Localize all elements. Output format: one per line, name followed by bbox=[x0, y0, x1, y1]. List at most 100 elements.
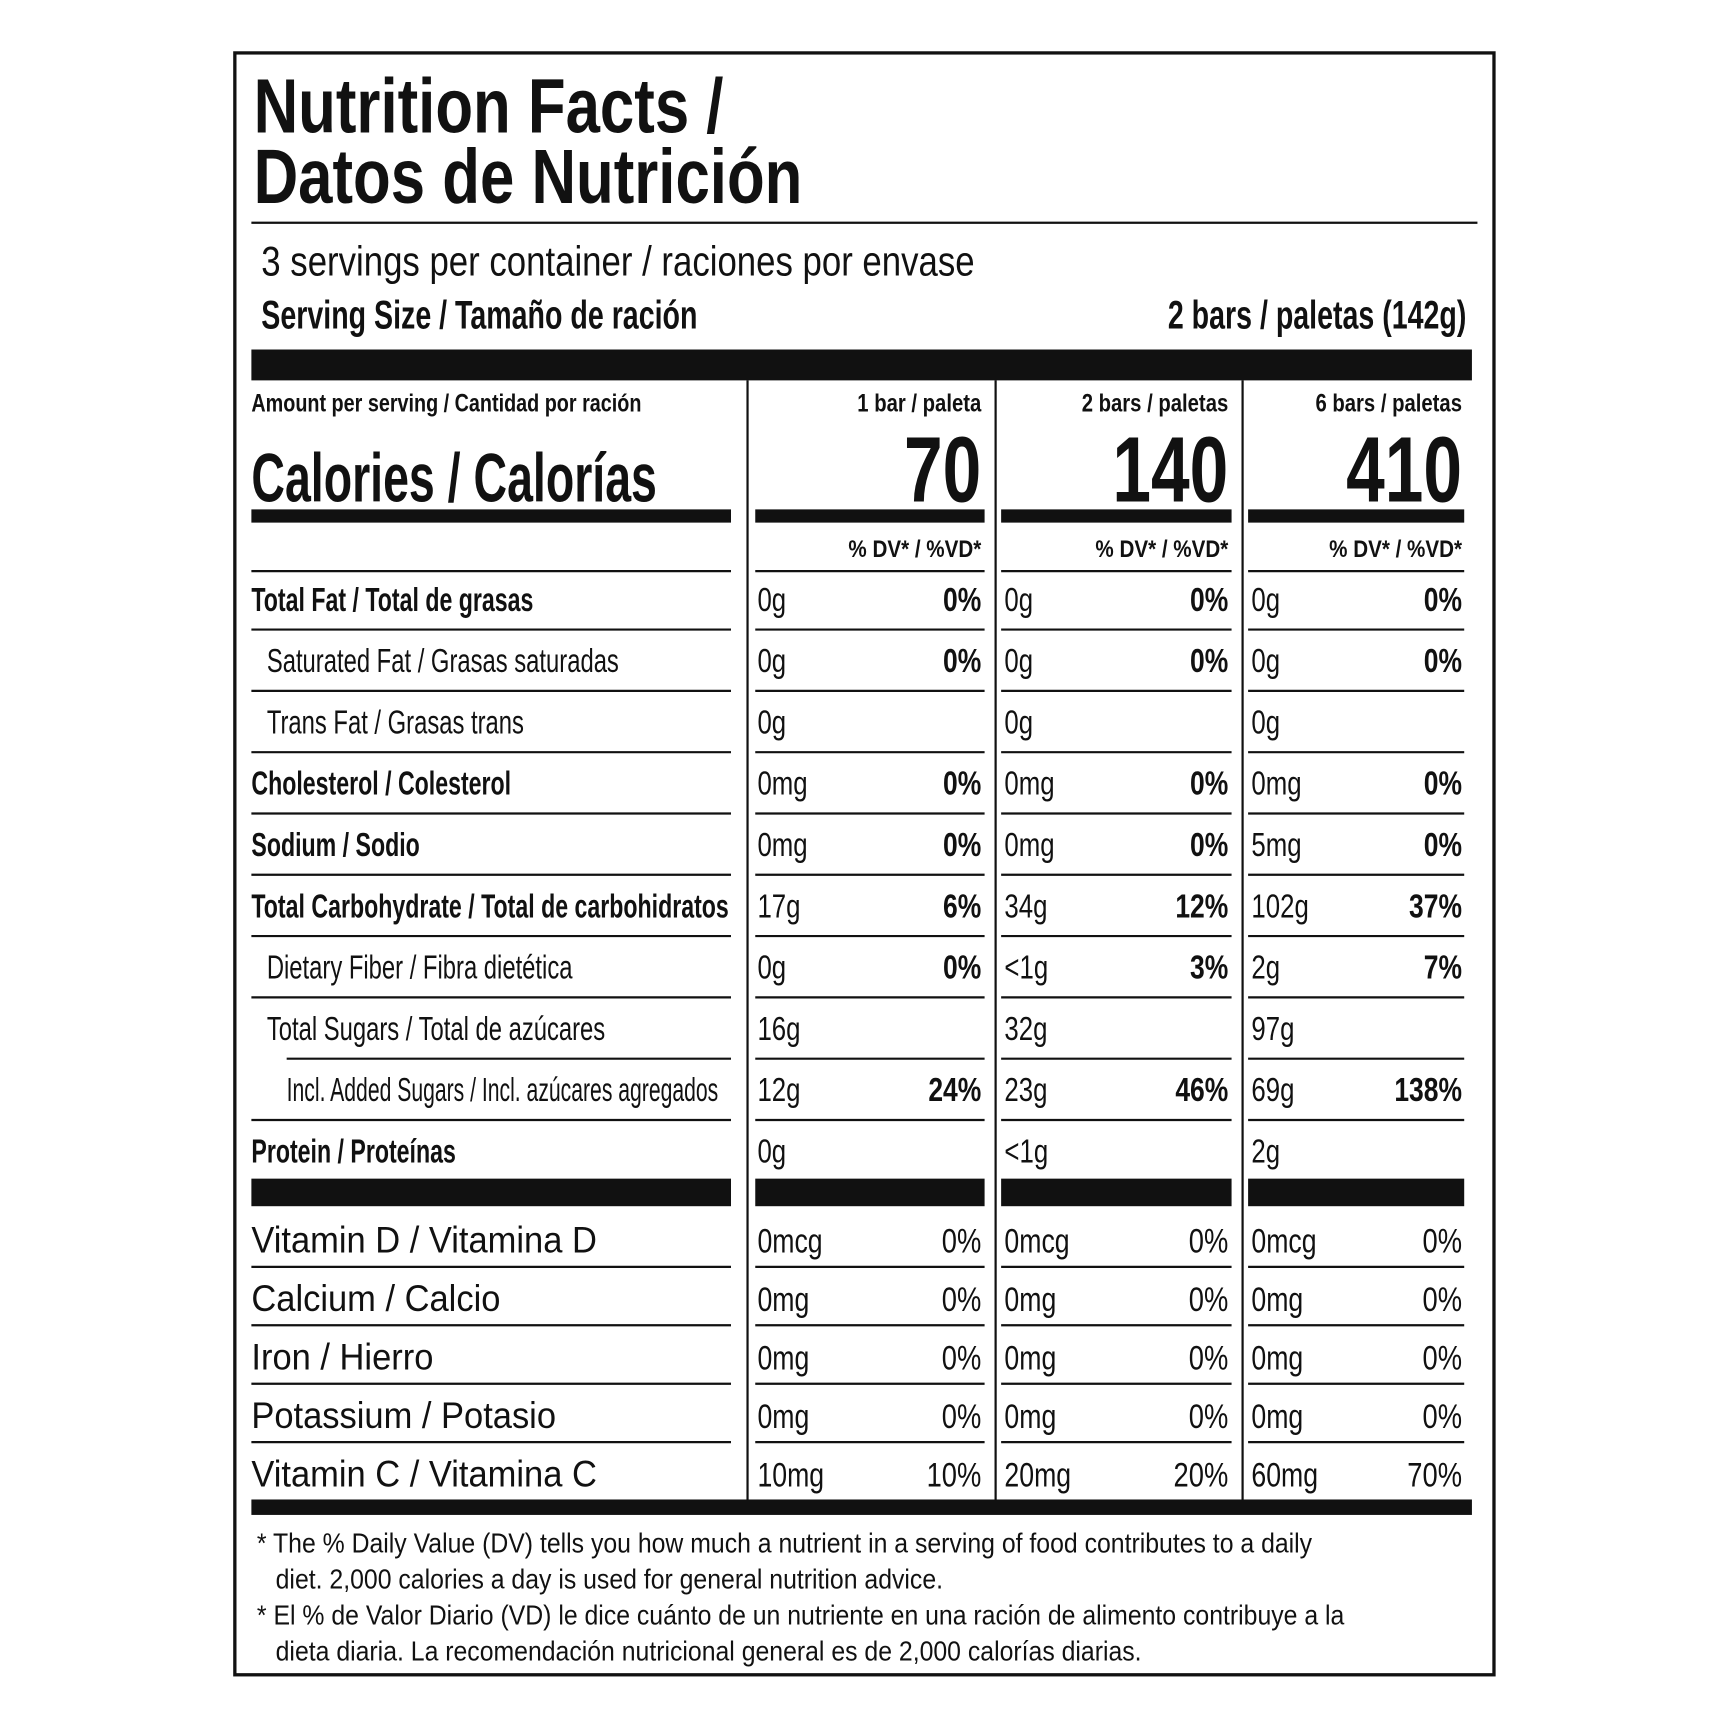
label-border bbox=[233, 51, 1496, 1677]
thick-bar bbox=[755, 1178, 985, 1207]
thick-bar bbox=[251, 349, 1472, 381]
column-header: 6 bars / paletas bbox=[1315, 388, 1462, 417]
nutrient-amount: 34g bbox=[1004, 888, 1047, 925]
vitamin-amount: 0mcg bbox=[1004, 1222, 1069, 1260]
vitamin-amount: 0mg bbox=[757, 1281, 809, 1319]
vitamin-amount: 0mcg bbox=[1251, 1222, 1316, 1260]
calories-label: Calories / Calorías bbox=[251, 441, 657, 517]
calories-value: 410 bbox=[1346, 419, 1462, 522]
nutrient-amount: 0g bbox=[757, 643, 786, 680]
nutrient-amount: 69g bbox=[1251, 1072, 1294, 1109]
vitamin-name: Potassium / Potasio bbox=[251, 1393, 556, 1436]
nutrient-amount: 2g bbox=[1251, 950, 1280, 987]
nutrient-amount: 0mg bbox=[1004, 766, 1054, 803]
nutrient-dv: 0% bbox=[943, 766, 981, 802]
thick-bar bbox=[251, 1178, 731, 1207]
nutrient-name: Total Sugars / Total de azúcares bbox=[267, 1011, 605, 1048]
nutrient-amount: 0g bbox=[757, 582, 786, 619]
calories-value: 140 bbox=[1112, 419, 1228, 522]
footnote: * The % Daily Value (DV) tells you how m… bbox=[257, 1527, 1313, 1559]
thick-bar bbox=[1001, 509, 1232, 523]
footnote: dieta diaria. La recomendación nutricion… bbox=[276, 1635, 1142, 1667]
nutrient-dv: 0% bbox=[943, 643, 981, 679]
thick-bar bbox=[1001, 1178, 1232, 1207]
vitamin-name: Vitamin D / Vitamina D bbox=[251, 1218, 596, 1261]
thick-bar bbox=[251, 1499, 1472, 1515]
nutrient-dv: 3% bbox=[1190, 950, 1228, 986]
nutrient-amount: 0g bbox=[757, 704, 786, 741]
nutrient-amount: <1g bbox=[1004, 1134, 1048, 1171]
nutrient-name: Saturated Fat / Grasas saturadas bbox=[267, 643, 619, 680]
nutrient-amount: 0mg bbox=[757, 827, 807, 864]
vitamin-name: Iron / Hierro bbox=[251, 1335, 433, 1378]
nutrient-name: Total Fat / Total de grasas bbox=[251, 582, 533, 619]
nutrient-dv: 0% bbox=[1424, 582, 1462, 618]
vitamin-amount: 0mg bbox=[757, 1339, 809, 1377]
nutrient-name: Incl. Added Sugars / Incl. azúcares agre… bbox=[287, 1071, 719, 1108]
vitamin-amount: 10mg bbox=[757, 1456, 824, 1494]
nutrient-name: Dietary Fiber / Fibra dietética bbox=[267, 950, 573, 987]
nutrient-name: Trans Fat / Grasas trans bbox=[267, 705, 524, 742]
nutrient-amount: 0g bbox=[757, 950, 786, 987]
vitamin-amount: 0mg bbox=[1251, 1281, 1303, 1319]
nutrient-amount: 23g bbox=[1004, 1072, 1047, 1109]
nutrient-dv: 0% bbox=[943, 582, 981, 618]
nutrient-dv: 0% bbox=[943, 827, 981, 863]
nutrient-dv: 0% bbox=[1190, 643, 1228, 679]
nutrient-dv: 0% bbox=[1190, 827, 1228, 863]
nutrient-dv: 24% bbox=[928, 1073, 981, 1109]
vitamin-dv: 0% bbox=[1422, 1222, 1462, 1261]
serving-size-value: 2 bars / paletas (142g) bbox=[1168, 294, 1467, 338]
thick-bar bbox=[1248, 1178, 1465, 1207]
nutrient-name: Sodium / Sodio bbox=[251, 827, 419, 864]
thick-bar bbox=[1248, 509, 1465, 523]
thick-bar bbox=[251, 509, 731, 523]
vitamin-amount: 20mg bbox=[1004, 1456, 1071, 1494]
nutrient-amount: 0g bbox=[1004, 582, 1033, 619]
nutrient-amount: 5mg bbox=[1251, 827, 1301, 864]
nutrient-amount: 97g bbox=[1251, 1011, 1294, 1048]
nutrient-name: Cholesterol / Colesterol bbox=[251, 766, 511, 803]
title: Nutrition Facts / bbox=[254, 63, 724, 149]
dv-header: % DV* / %VD* bbox=[848, 535, 981, 562]
nutrient-amount: 0mg bbox=[1251, 766, 1301, 803]
calories-value: 70 bbox=[904, 419, 981, 522]
vitamin-amount: 0mg bbox=[1251, 1339, 1303, 1377]
nutrient-dv: 12% bbox=[1175, 889, 1228, 925]
vitamin-dv: 10% bbox=[927, 1455, 982, 1494]
nutrient-amount: 2g bbox=[1251, 1134, 1280, 1171]
dv-header: % DV* / %VD* bbox=[1095, 535, 1228, 562]
nutrient-amount: 0mg bbox=[1004, 827, 1054, 864]
nutrient-amount: 17g bbox=[757, 888, 800, 925]
nutrient-dv: 0% bbox=[1190, 582, 1228, 618]
vitamin-dv: 0% bbox=[1422, 1397, 1462, 1436]
nutrient-dv: 46% bbox=[1175, 1073, 1228, 1109]
vitamin-amount: 0mg bbox=[1251, 1398, 1303, 1436]
vitamin-amount: 0mg bbox=[1004, 1281, 1056, 1319]
nutrient-name: Protein / Proteínas bbox=[251, 1134, 455, 1171]
vitamin-dv: 0% bbox=[1189, 1222, 1229, 1261]
amount-per-serving: Amount per serving / Cantidad por ración bbox=[251, 388, 641, 417]
nutrient-name: Total Carbohydrate / Total de carbohidra… bbox=[251, 888, 728, 925]
footnote: diet. 2,000 calories a day is used for g… bbox=[276, 1563, 943, 1595]
column-header: 2 bars / paletas bbox=[1082, 388, 1229, 417]
vitamin-amount: 0mcg bbox=[757, 1222, 822, 1260]
vitamin-amount: 60mg bbox=[1251, 1456, 1318, 1494]
footnote: * El % de Valor Diario (VD) le dice cuán… bbox=[257, 1599, 1345, 1631]
nutrient-amount: 32g bbox=[1004, 1011, 1047, 1048]
vitamin-amount: 0mg bbox=[757, 1398, 809, 1436]
nutrient-dv: 37% bbox=[1409, 889, 1462, 925]
nutrient-amount: 0g bbox=[1004, 704, 1033, 741]
nutrient-amount: 0g bbox=[1251, 582, 1280, 619]
thick-bar bbox=[755, 509, 985, 523]
vitamin-dv: 0% bbox=[1189, 1338, 1229, 1377]
nutrient-dv: 6% bbox=[943, 889, 981, 925]
vitamin-amount: 0mg bbox=[1004, 1398, 1056, 1436]
serving-size-label: Serving Size / Tamaño de ración bbox=[261, 294, 697, 338]
vitamin-dv: 0% bbox=[942, 1222, 982, 1261]
vitamin-dv: 70% bbox=[1407, 1455, 1462, 1494]
vitamin-dv: 0% bbox=[1189, 1280, 1229, 1319]
